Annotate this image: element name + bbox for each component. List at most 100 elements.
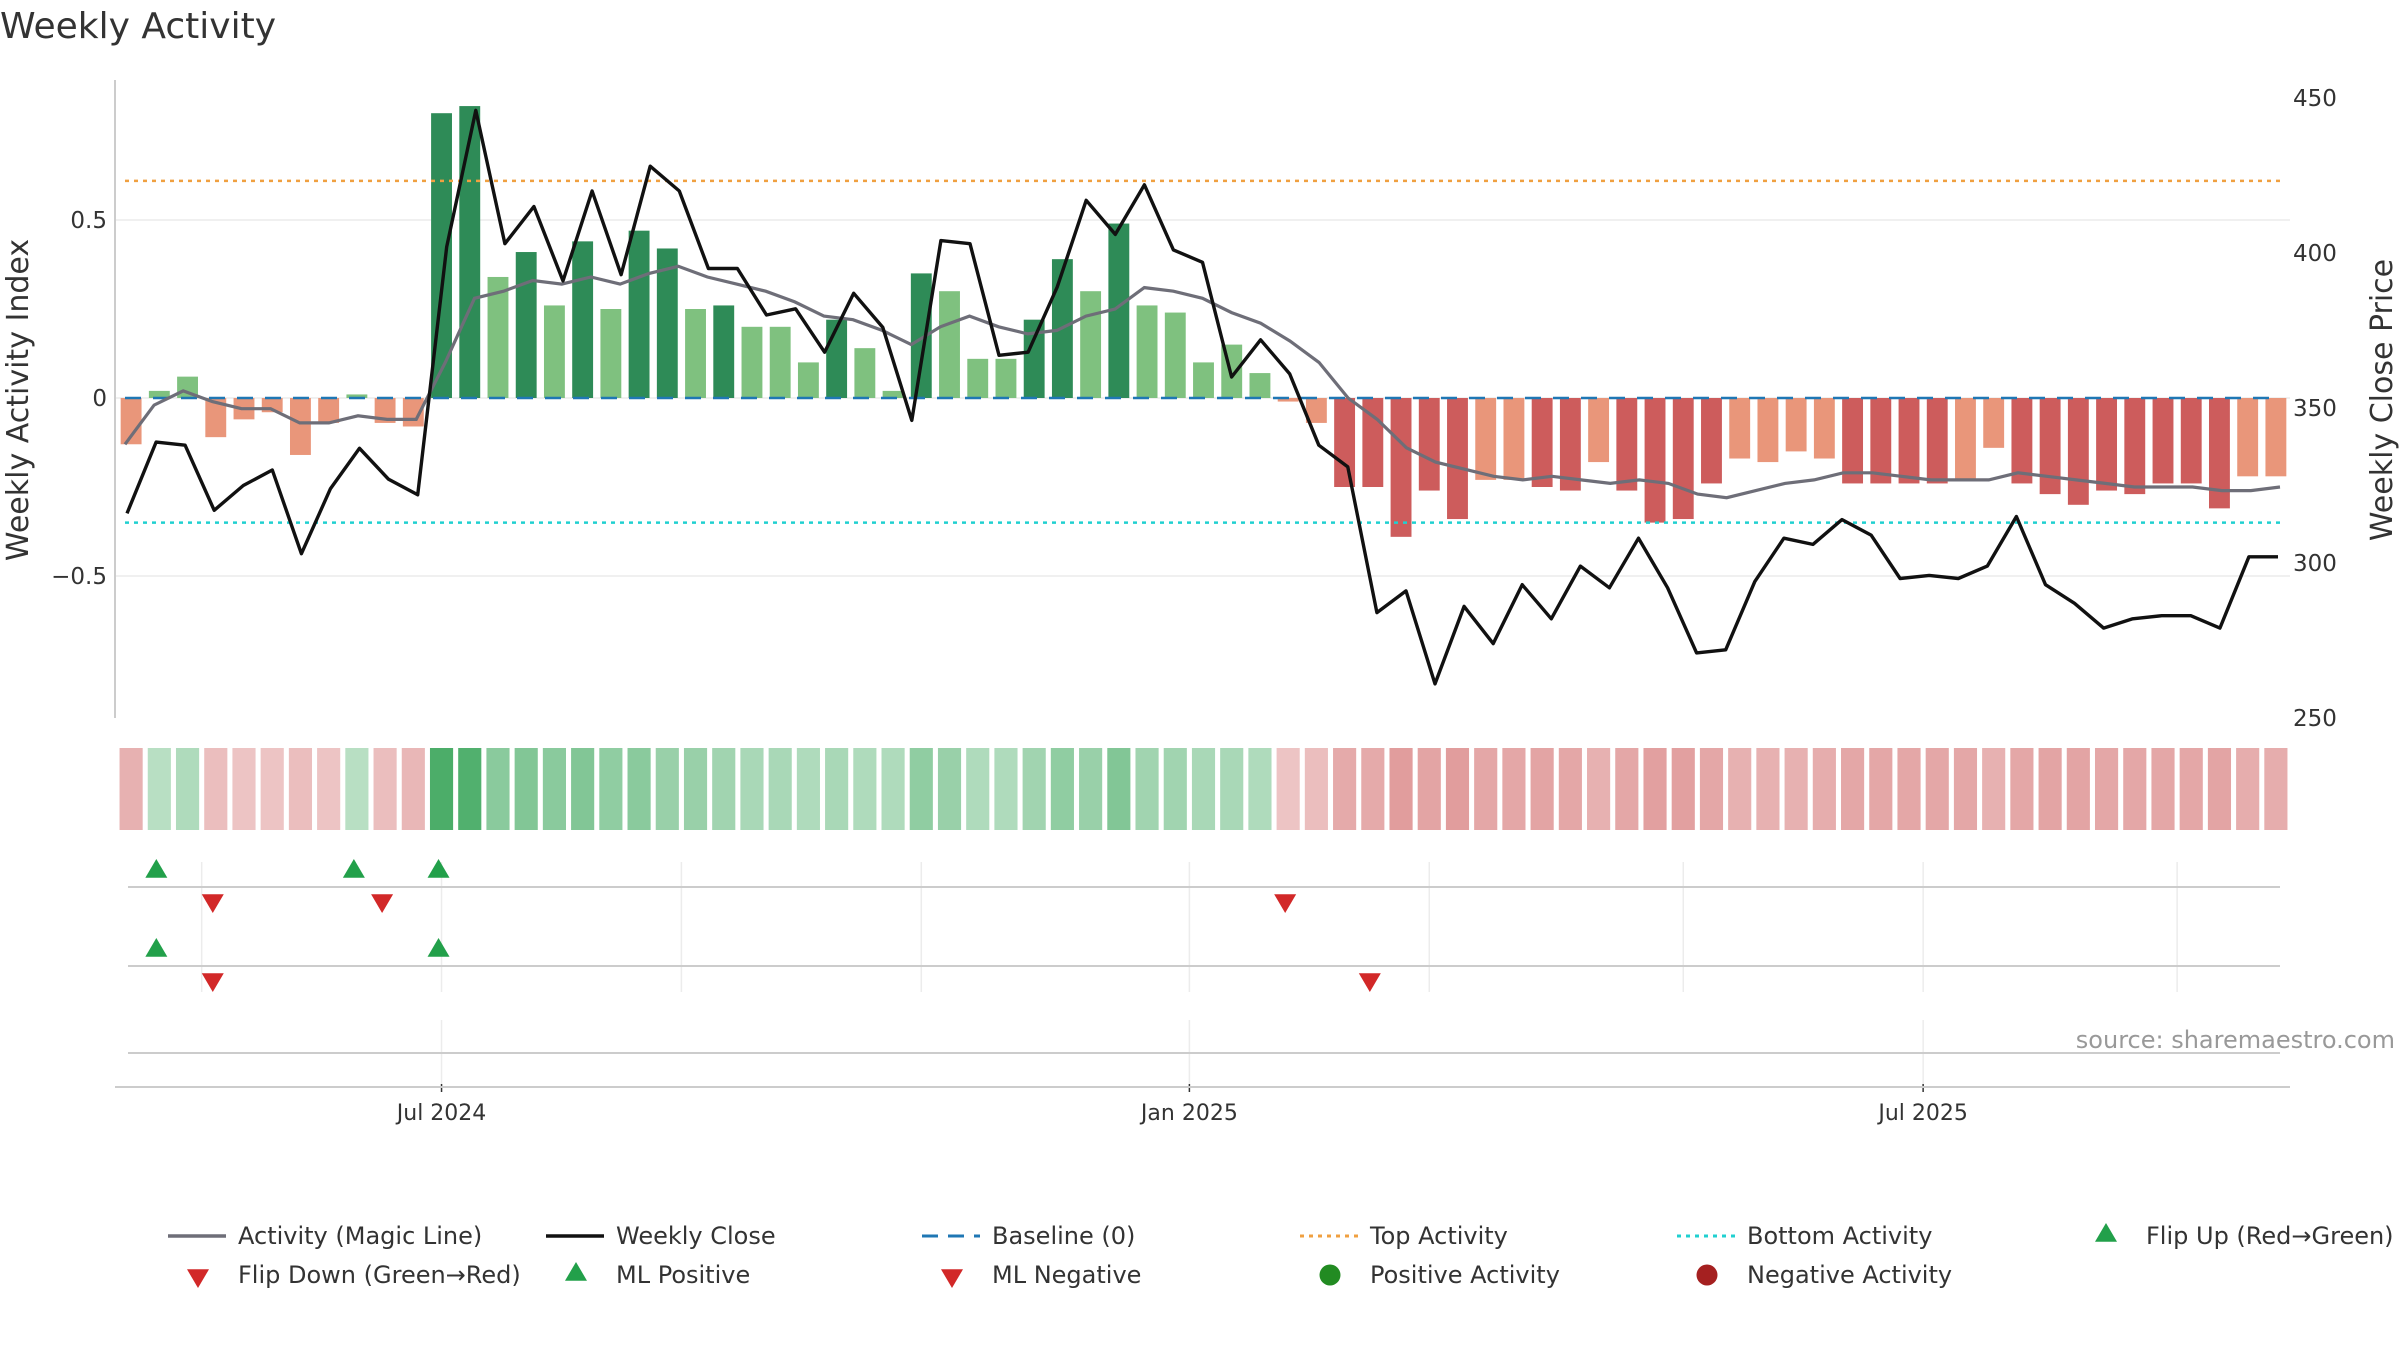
heat-strip-cell [2094,748,2119,830]
heat-strip-cell [825,748,849,830]
activity-bar-negative [2237,398,2259,477]
heat-strip-cell [1558,748,1582,830]
heat-strip-cell [1841,748,1865,830]
activity-bar-positive [600,309,622,398]
heat-strip-cell [1191,748,1216,830]
activity-bar-positive [656,248,678,398]
heat-strip-cell [1107,748,1131,830]
heat-strip-cell [966,748,990,830]
activity-bar-positive [1136,305,1158,398]
heat-strip-cell [1248,748,1272,830]
activity-bar-positive [1108,223,1130,398]
heat-strip-cell [260,748,284,830]
heat-strip-cell [655,748,679,830]
activity-bar-negative [1701,398,1722,484]
flip-down-marker [1274,894,1297,913]
activity-bar-negative [1983,398,2005,448]
heat-strip-cell [1163,748,1187,830]
activity-bar-negative [1447,398,1468,520]
legend-label: Top Activity [1369,1222,1508,1250]
activity-bar-negative [1588,398,1610,463]
y-tick-label: −0.5 [51,564,107,590]
legend-label: Weekly Close [616,1222,776,1250]
heat-strip-cell [1050,748,1074,830]
heat-strip-cell [147,748,171,830]
magic-line [123,264,2281,500]
heat-strip-cell [627,748,651,830]
heat-strip-cell [683,748,708,830]
heat-strip-cell [2264,748,2288,830]
activity-bar-negative [318,398,340,423]
heat-strip-cell [1502,748,1526,830]
legend-label: Bottom Activity [1747,1222,1932,1250]
activity-bar-negative [1898,398,1920,484]
heat-strip-cell [2207,748,2232,830]
y2-tick-label: 300 [2293,551,2337,577]
activity-bar-positive [939,291,960,398]
heat-strip-cell [853,748,877,830]
heat-strip-cell [1022,748,1046,830]
activity-bar-negative [1757,398,1779,463]
activity-bar-negative [289,398,311,455]
activity-bar-positive [1249,373,1271,398]
heat-strip-cell [1699,748,1724,830]
activity-bar-positive [543,305,565,398]
heat-strip-cell [599,748,623,830]
legend-label: Negative Activity [1747,1261,1952,1289]
heat-strip-cell [1643,748,1667,830]
activity-bar-positive [515,252,537,398]
legend-label: Flip Down (Green→Red) [238,1261,521,1289]
legend-label: ML Negative [992,1261,1141,1289]
legend-item: ML Positive [565,1261,750,1289]
legend-item: ML Negative [941,1261,1141,1289]
activity-bar-negative [120,398,142,445]
signal-markers [145,859,1381,992]
heat-strip-cell [1276,748,1300,830]
heat-strip-cell [1361,748,1385,830]
heat-strip-cell [796,748,820,830]
flip-down-marker [201,894,224,913]
heat-strip-cell [401,748,425,830]
source-note: source: sharemaestro.com [2076,1026,2395,1054]
heat-strip-cell [486,748,510,830]
heat-strip-cell [288,748,313,830]
activity-bar-negative [1559,398,1581,491]
activity-bar-negative [374,398,396,423]
activity-bar-positive [572,241,594,398]
heat-strip-cell [909,748,933,830]
heat-strip-cell [994,748,1018,830]
legend-swatch-down-icon [941,1269,963,1288]
heat-strip-cell [1135,748,1159,830]
heat-strip-cell [2236,748,2260,830]
activity-bar-positive [459,106,481,398]
legend-label: ML Positive [616,1261,750,1289]
ml-negative-marker [1358,973,1381,992]
legend-item: Positive Activity [1319,1261,1560,1289]
activity-bar-negative [1334,398,1356,487]
heat-strip-cell [175,748,200,830]
heat-strip-cell [1333,748,1357,830]
legend-swatch-up-icon [2095,1223,2117,1242]
legend-swatch-dot [1696,1264,1718,1286]
date-axis: Jul 2024 Jan 2025 Jul 2025 [115,886,2290,1126]
activity-bar-positive [685,309,706,398]
flip-down-marker [371,894,394,913]
legend-item: Bottom Activity [1677,1222,1932,1250]
legend-label: Baseline (0) [992,1222,1135,1250]
activity-bar-negative [2096,398,2118,491]
heat-strip-cell [2066,748,2090,830]
activity-bar-negative [1813,398,1835,459]
legend-item: Flip Down (Green→Red) [187,1261,521,1289]
legend-label: Flip Up (Red→Green) [2146,1222,2394,1250]
activity-bar-positive [769,326,791,398]
activity-bar-positive [1164,312,1186,398]
heat-strip-cell [1671,748,1695,830]
activity-bar-negative [2124,398,2146,495]
activity-bar-negative [205,398,227,438]
legend-label: Activity (Magic Line) [238,1222,482,1250]
activity-bar-negative [1785,398,1807,452]
legend-item: Top Activity [1300,1222,1508,1250]
activity-bar-negative [1475,398,1497,480]
activity-heat-strip [119,748,2288,830]
activity-bar-negative [2067,398,2089,505]
